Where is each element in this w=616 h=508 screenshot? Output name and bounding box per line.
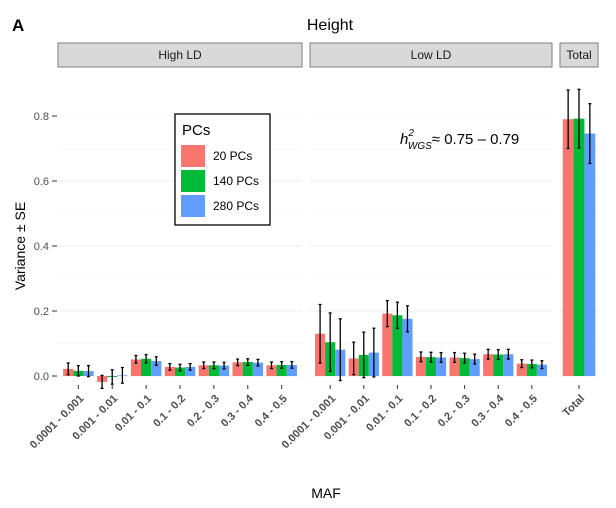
bar-280-pcs bbox=[469, 359, 480, 376]
bar-20-pcs bbox=[449, 357, 460, 376]
facet-strip bbox=[57, 42, 303, 68]
bar-20-pcs bbox=[483, 354, 494, 376]
bar-20-pcs bbox=[130, 359, 142, 376]
x-tick-label: 0.01 - 0.1 bbox=[364, 393, 405, 434]
bar-280-pcs bbox=[218, 365, 230, 376]
bar-140-pcs bbox=[174, 367, 186, 376]
facet-strip-label: Low LD bbox=[411, 48, 452, 62]
facet-strip bbox=[559, 42, 599, 68]
bar-20-pcs bbox=[415, 356, 426, 376]
facet-strip bbox=[309, 42, 553, 68]
x-tick-label: 0.4 - 0.5 bbox=[503, 393, 540, 430]
bar-20-pcs bbox=[562, 119, 574, 376]
x-axis-title: MAF bbox=[311, 485, 341, 501]
bar-140-pcs bbox=[276, 364, 287, 376]
bar-280-pcs bbox=[503, 354, 514, 376]
legend-entry-label: 20 PCs bbox=[213, 149, 252, 163]
bar-20-pcs bbox=[382, 313, 393, 376]
panel-label: A bbox=[12, 16, 24, 35]
facet-strip-label: Total bbox=[566, 48, 591, 62]
bar-280-pcs bbox=[286, 364, 297, 376]
x-tick-label: 0.1 - 0.2 bbox=[402, 393, 439, 430]
bar-20-pcs bbox=[266, 365, 277, 376]
bar-280-pcs bbox=[584, 133, 596, 376]
bar-140-pcs bbox=[208, 365, 219, 376]
x-tick-label: 0.4 - 0.5 bbox=[253, 393, 290, 430]
y-axis-title: Variance ± SE bbox=[12, 202, 28, 290]
y-tick-label: 0.6 bbox=[34, 176, 49, 188]
bar-140-pcs bbox=[526, 363, 537, 376]
bar-140-pcs bbox=[573, 118, 585, 376]
y-tick-label: 0.0 bbox=[34, 371, 49, 383]
x-tick-label: 0.2 - 0.3 bbox=[436, 393, 473, 430]
bar-280-pcs bbox=[185, 366, 196, 376]
bar-20-pcs bbox=[232, 362, 243, 376]
bar-20-pcs bbox=[516, 363, 527, 376]
x-tick-label: Total bbox=[561, 393, 587, 419]
bar-140-pcs bbox=[242, 362, 253, 376]
y-tick-label: 0.4 bbox=[34, 241, 49, 253]
legend-swatch bbox=[181, 195, 205, 217]
y-tick-label: 0.2 bbox=[34, 306, 49, 318]
bar-140-pcs bbox=[459, 358, 470, 376]
legend-swatch bbox=[181, 170, 205, 192]
bar-280-pcs bbox=[151, 361, 162, 376]
legend-title: PCs bbox=[182, 122, 210, 139]
facet-strip-label: High LD bbox=[158, 48, 202, 62]
x-tick-label: 0.3 - 0.4 bbox=[219, 392, 257, 430]
bar-140-pcs bbox=[392, 315, 403, 376]
bar-20-pcs bbox=[198, 365, 209, 376]
legend-entry-label: 140 PCs bbox=[213, 174, 259, 188]
bar-140-pcs bbox=[493, 354, 504, 376]
legend-entry-label: 280 PCs bbox=[213, 199, 259, 213]
bar-280-pcs bbox=[436, 357, 447, 376]
x-tick-label: 0.01 - 0.1 bbox=[113, 393, 154, 434]
y-tick-label: 0.8 bbox=[34, 111, 49, 123]
bar-280-pcs bbox=[252, 362, 264, 376]
facet-panel-total: Total Total bbox=[559, 42, 599, 419]
chart-title: Height bbox=[307, 17, 354, 34]
heritability-annotation: h2 WGS≈ 0.75 – 0.79 bbox=[400, 128, 519, 152]
bar-140-pcs bbox=[141, 358, 152, 376]
x-tick-label: 0.3 - 0.4 bbox=[469, 392, 507, 430]
bar-280-pcs bbox=[402, 318, 413, 376]
bar-140-pcs bbox=[425, 357, 437, 376]
bar-280-pcs bbox=[536, 364, 547, 376]
legend-swatch bbox=[181, 145, 205, 167]
x-tick-label: 0.1 - 0.2 bbox=[151, 393, 188, 430]
bar-20-pcs bbox=[164, 366, 175, 376]
x-tick-label: 0.2 - 0.3 bbox=[185, 393, 222, 430]
